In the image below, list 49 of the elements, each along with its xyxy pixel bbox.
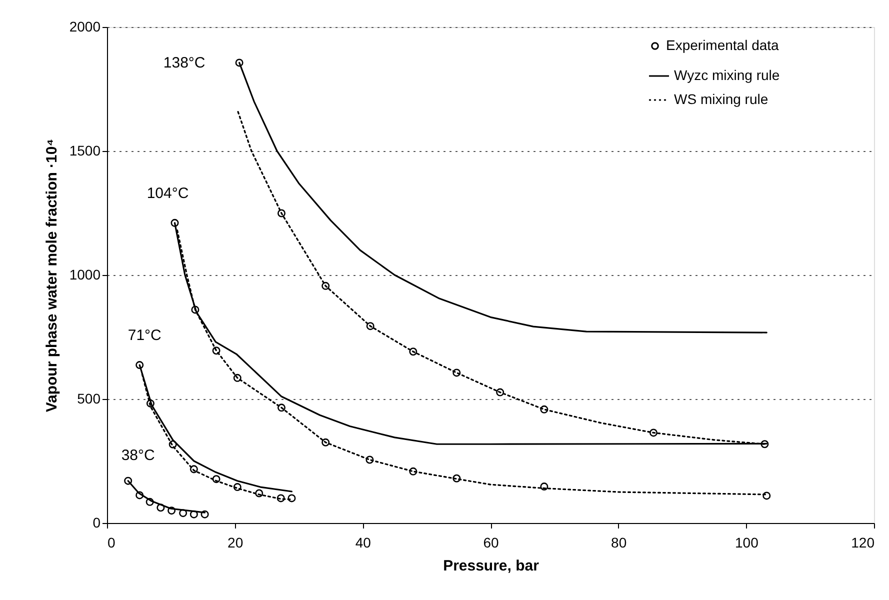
- point: [288, 494, 296, 502]
- legend-label: Wyzc mixing rule: [674, 67, 780, 83]
- x-tick-label: 60: [483, 534, 499, 550]
- x-tick-label: 40: [355, 534, 372, 550]
- point: [191, 306, 200, 314]
- legend-label: WS mixing rule: [674, 91, 768, 107]
- point: [452, 368, 461, 377]
- point: [124, 476, 132, 485]
- point: [156, 504, 165, 512]
- point: [366, 456, 374, 464]
- x-tick-label: 20: [228, 534, 244, 550]
- x-tick-label: 100: [734, 534, 759, 550]
- annotation: 71°C: [128, 327, 162, 344]
- point: [136, 491, 144, 500]
- point: [212, 346, 220, 355]
- y-tick-label: 2000: [69, 18, 101, 34]
- point: [496, 388, 504, 396]
- point: [540, 482, 548, 491]
- point: [170, 218, 179, 227]
- point: [366, 322, 374, 330]
- x-tick-label: 0: [108, 534, 116, 550]
- x-tick-label: 120: [851, 534, 875, 550]
- point: [235, 58, 244, 67]
- point: [277, 209, 286, 218]
- point: [409, 467, 418, 476]
- point: [179, 509, 188, 518]
- point: [452, 474, 461, 482]
- point: [146, 498, 154, 506]
- point: [276, 494, 285, 502]
- y-axis-title: Vapour phase water mole fraction ·10⁴: [43, 138, 60, 412]
- point: [200, 510, 209, 518]
- point: [190, 510, 198, 518]
- x-axis-title: Pressure, bar: [443, 558, 540, 574]
- point: [322, 282, 330, 290]
- y-tick-label: 500: [77, 390, 101, 406]
- annotation: 104°C: [146, 184, 189, 202]
- annotation: 38°C: [121, 446, 156, 464]
- annotation: 138°C: [163, 54, 206, 72]
- point: [168, 506, 176, 515]
- point: [762, 492, 771, 500]
- y-tick-label: 0: [92, 514, 101, 530]
- point: [409, 348, 418, 356]
- point: [322, 438, 330, 446]
- x-tick-label: 80: [611, 534, 627, 550]
- y-tick-label: 1000: [69, 266, 101, 282]
- y-tick-label: 1500: [69, 142, 101, 158]
- legend-label: Experimental data: [666, 37, 780, 53]
- point: [540, 405, 548, 414]
- point: [649, 428, 658, 437]
